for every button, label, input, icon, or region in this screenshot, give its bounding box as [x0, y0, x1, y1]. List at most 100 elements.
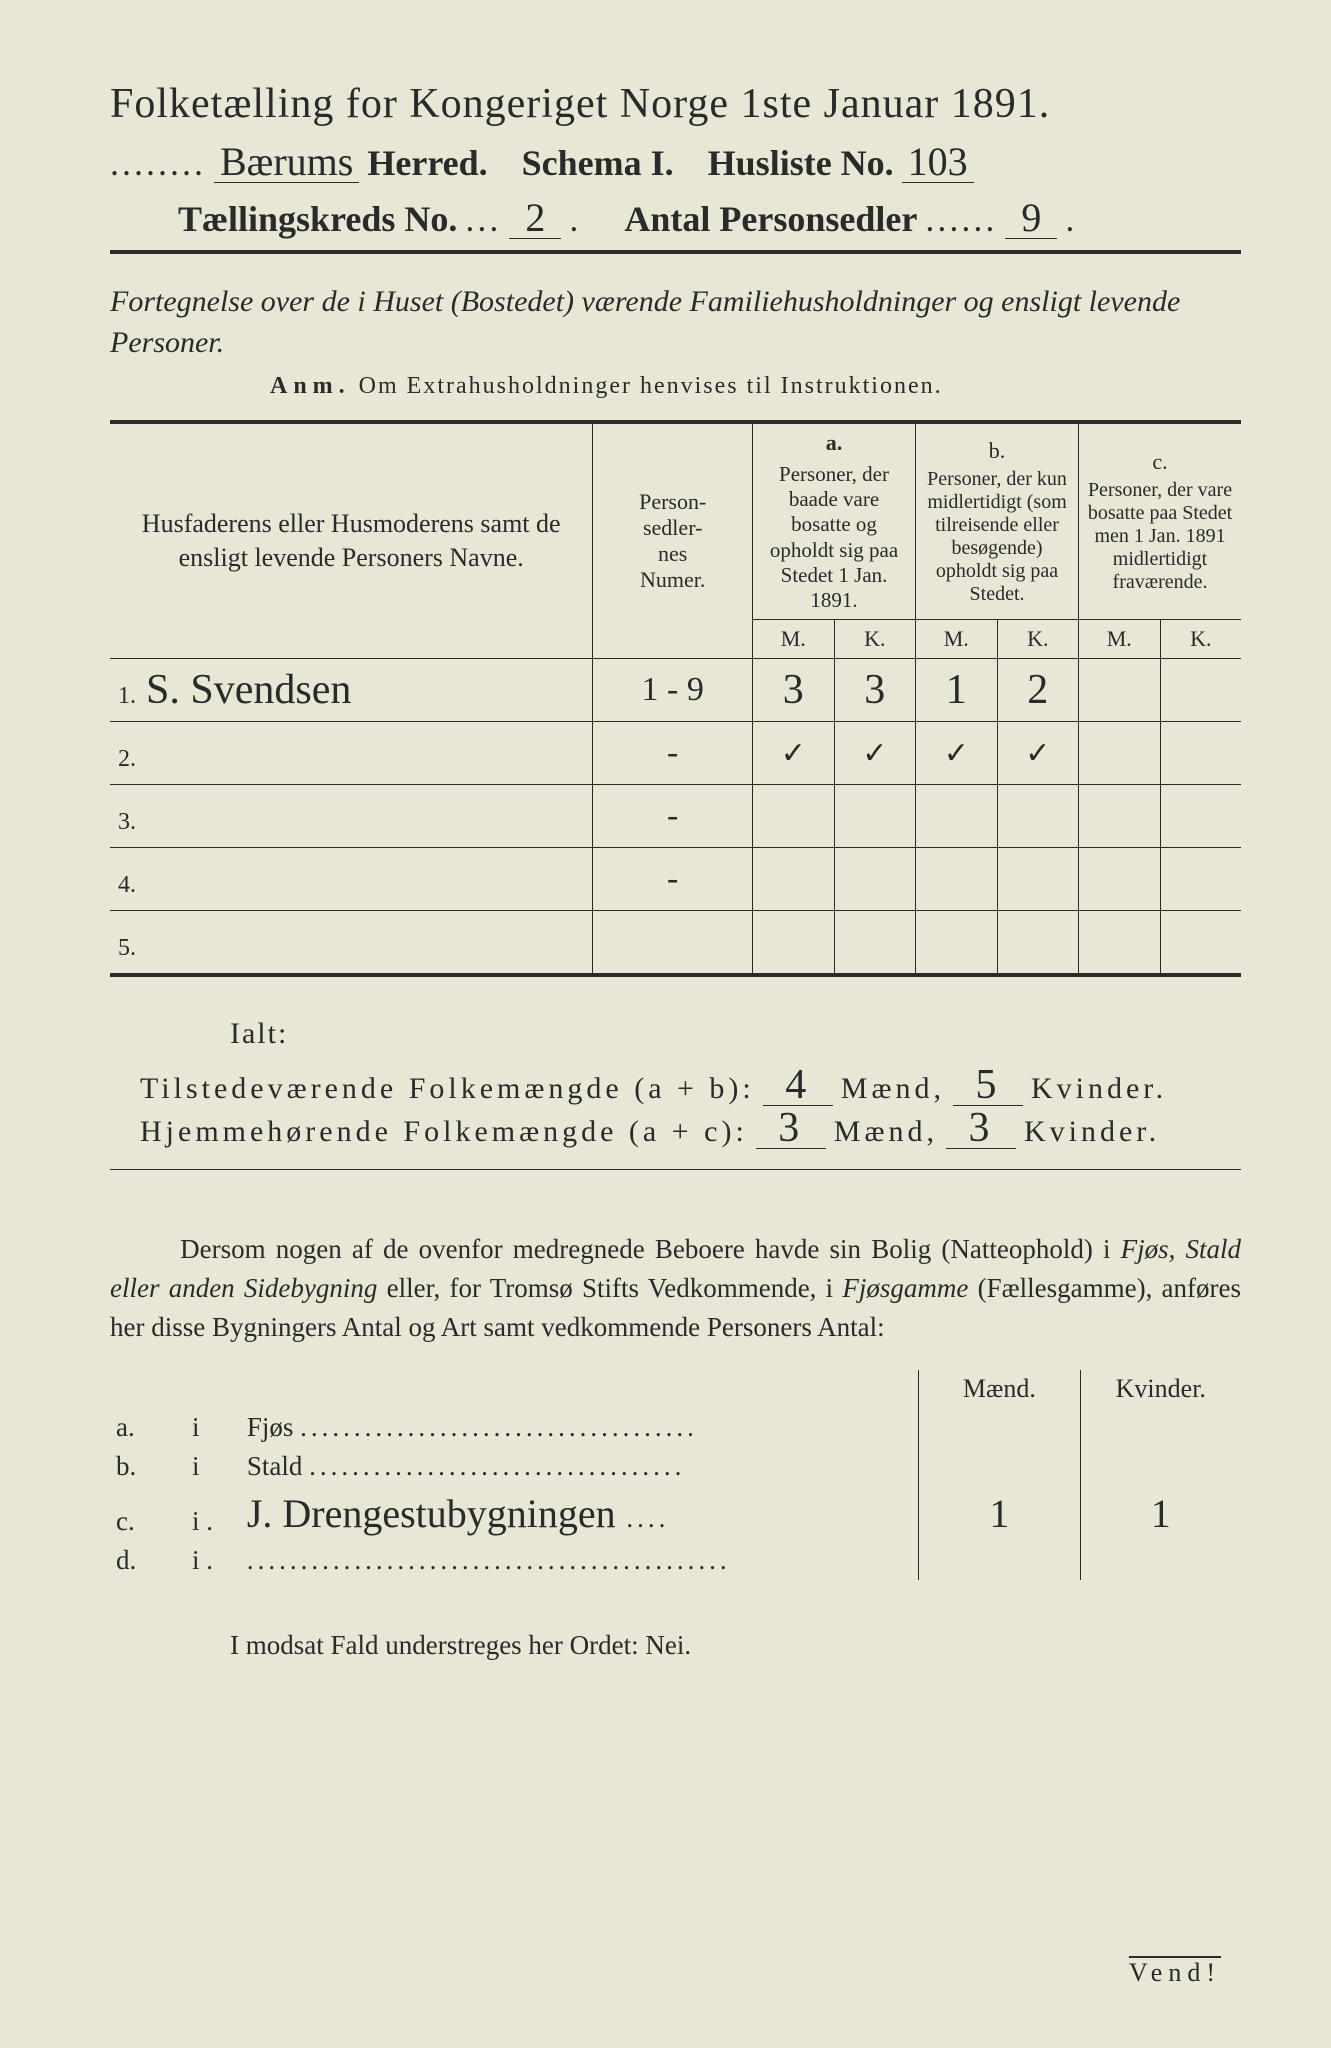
- herred-label: Herred.: [367, 142, 487, 184]
- sum-line-1: Tilstedeværende Folkemængde (a + b): 4 M…: [140, 1067, 1241, 1106]
- row-value-cell: [997, 785, 1079, 848]
- col-name: Husfaderens eller Husmoderens samt de en…: [110, 422, 593, 659]
- side-row-label: c.: [110, 1486, 186, 1541]
- divider: [110, 250, 1241, 254]
- side-row-m: [919, 1541, 1080, 1580]
- row-value-cell: 1: [916, 659, 998, 722]
- row-value-cell: ✓: [753, 722, 835, 785]
- sum1-maend: Mænd,: [841, 1072, 945, 1106]
- row-name-cell: 3.: [110, 785, 593, 848]
- row-value-cell: [1160, 911, 1241, 976]
- row-value-cell: [1079, 659, 1161, 722]
- sum2-m: 3: [756, 1110, 826, 1149]
- husliste-label: Husliste No.: [708, 142, 894, 184]
- row-value-cell: 3: [753, 659, 835, 722]
- row-value-cell: [1079, 848, 1161, 911]
- side-row-label: a.: [110, 1408, 186, 1447]
- anm-line: Anm. Om Extrahusholdninger henvises til …: [270, 373, 1241, 400]
- census-form-page: Folketælling for Kongeriget Norge 1ste J…: [0, 0, 1331, 2048]
- side-row-k: 1: [1080, 1486, 1241, 1541]
- schema-label: Schema I.: [522, 142, 674, 184]
- side-row-m: 1: [919, 1486, 1080, 1541]
- row-value-cell: [834, 848, 916, 911]
- a-m: M.: [753, 620, 835, 659]
- sum1-label: Tilstedeværende Folkemængde (a + b):: [140, 1072, 755, 1106]
- side-row: c.i .J. Drengestubygningen ....11: [110, 1486, 1241, 1541]
- kreds-label: Tællingskreds No.: [178, 198, 457, 240]
- sum1-kvinder: Kvinder.: [1031, 1072, 1167, 1106]
- side-kvinder-head: Kvinder.: [1080, 1370, 1241, 1408]
- side-row-type: Fjøs ...................................…: [241, 1408, 919, 1447]
- row-value-cell: [916, 911, 998, 976]
- row-num-cell: -: [593, 785, 753, 848]
- row-value-cell: [1160, 722, 1241, 785]
- side-row-k: [1080, 1541, 1241, 1580]
- row-value-cell: [1160, 785, 1241, 848]
- row-value-cell: [753, 785, 835, 848]
- side-row: b.iStald ...............................…: [110, 1447, 1241, 1486]
- row-value-cell: [1079, 911, 1161, 976]
- modsat-line: I modsat Fald understreges her Ordet: Ne…: [230, 1630, 1241, 1661]
- dersom-paragraph: Dersom nogen af de ovenfor medregnede Be…: [110, 1230, 1241, 1347]
- row-value-cell: [997, 848, 1079, 911]
- table-row: 3.-: [110, 785, 1241, 848]
- sum2-maend: Mænd,: [834, 1115, 938, 1149]
- sum2-k: 3: [946, 1110, 1016, 1149]
- row-value-cell: [753, 848, 835, 911]
- side-row-i: i .: [186, 1541, 241, 1580]
- row-value-cell: ✓: [834, 722, 916, 785]
- side-row-k: [1080, 1408, 1241, 1447]
- row-num-cell: -: [593, 722, 753, 785]
- row-value-cell: [1160, 848, 1241, 911]
- divider-mid: [110, 1169, 1241, 1170]
- row-num-cell: [593, 911, 753, 976]
- row-name-cell: 4.: [110, 848, 593, 911]
- side-row-type: J. Drengestubygningen ....: [241, 1486, 919, 1541]
- b-k: K.: [997, 620, 1079, 659]
- dots-prefix: ........: [110, 142, 206, 184]
- table-row: 4.-: [110, 848, 1241, 911]
- row-value-cell: [834, 911, 916, 976]
- col-b-head: b. Personer, der kun midlertidigt (som t…: [916, 422, 1079, 620]
- side-row-k: [1080, 1447, 1241, 1486]
- row-value-cell: [916, 785, 998, 848]
- side-row-m: [919, 1408, 1080, 1447]
- row-value-cell: 3: [834, 659, 916, 722]
- sum1-k: 5: [953, 1067, 1023, 1106]
- row-value-cell: [916, 848, 998, 911]
- col-c-head: c. Personer, der vare bosatte paa Stedet…: [1079, 422, 1241, 620]
- herred-value: Bærums: [214, 142, 359, 183]
- row-value-cell: [997, 911, 1079, 976]
- side-row-label: b.: [110, 1447, 186, 1486]
- sum2-label: Hjemmehørende Folkemængde (a + c):: [140, 1115, 748, 1149]
- row-value-cell: [834, 785, 916, 848]
- side-row-i: i .: [186, 1486, 241, 1541]
- col-num: Person- sedler- nes Numer.: [593, 422, 753, 659]
- header-line-2: ........ Bærums Herred. Schema I. Huslis…: [110, 142, 1241, 184]
- col-a-head: a. Personer, der baade vare bosatte og o…: [753, 422, 916, 620]
- side-row-label: d.: [110, 1541, 186, 1580]
- row-name-cell: 5.: [110, 911, 593, 976]
- side-row-m: [919, 1447, 1080, 1486]
- header-line-3: Tællingskreds No. ... 2 . Antal Personse…: [110, 198, 1241, 240]
- kreds-no-value: 2: [509, 198, 561, 239]
- row-value-cell: [753, 911, 835, 976]
- a-k: K.: [834, 620, 916, 659]
- row-value-cell: ✓: [916, 722, 998, 785]
- b-m: M.: [916, 620, 998, 659]
- fortegnelse-text: Fortegnelse over de i Huset (Bostedet) v…: [110, 282, 1241, 363]
- c-k: K.: [1160, 620, 1241, 659]
- side-row-type: ........................................…: [241, 1541, 919, 1580]
- side-building-table: Mænd. Kvinder. a.iFjøs .................…: [110, 1370, 1241, 1580]
- sum1-m: 4: [763, 1067, 833, 1106]
- row-value-cell: ✓: [997, 722, 1079, 785]
- row-value-cell: [1079, 722, 1161, 785]
- sum2-kvinder: Kvinder.: [1024, 1115, 1160, 1149]
- row-num-cell: -: [593, 848, 753, 911]
- side-row: d.i . ..................................…: [110, 1541, 1241, 1580]
- table-row: 5.: [110, 911, 1241, 976]
- row-value-cell: 2: [997, 659, 1079, 722]
- side-row-i: i: [186, 1447, 241, 1486]
- row-name-cell: 2.: [110, 722, 593, 785]
- husliste-no-value: 103: [902, 142, 974, 183]
